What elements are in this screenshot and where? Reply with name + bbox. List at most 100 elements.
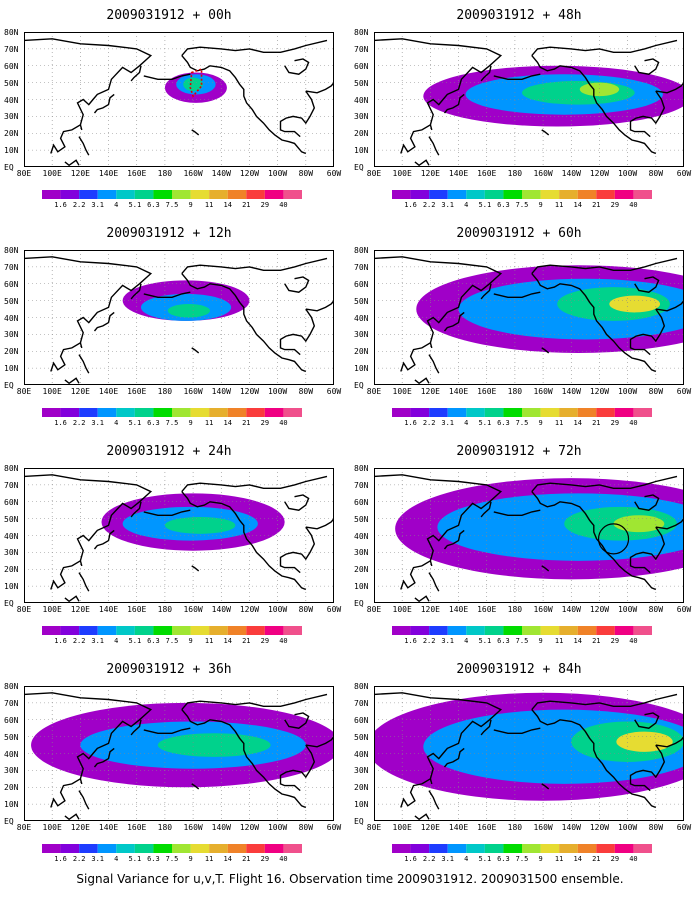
lon-tick-label: 140W xyxy=(561,169,581,178)
colorbar xyxy=(42,844,302,853)
lat-tick-label: 20N xyxy=(4,129,19,139)
coastline xyxy=(143,727,191,734)
colorbar-swatch xyxy=(97,190,117,199)
lat-tick-label: EQ xyxy=(4,599,14,608)
lat-tick-label: 70N xyxy=(354,44,369,54)
colorbar-swatch xyxy=(410,626,430,635)
coastline xyxy=(429,342,433,349)
colorbar-swatch xyxy=(264,844,284,853)
lat-tick-label: EQ xyxy=(354,381,364,390)
colorbar-swatch xyxy=(190,408,210,417)
colorbar-swatch xyxy=(116,408,135,417)
lon-tick-label: 80E xyxy=(16,823,32,832)
coastline xyxy=(531,55,657,155)
lat-tick-label: 30N xyxy=(354,766,369,776)
coastline xyxy=(443,93,465,114)
lon-tick-label: 160W xyxy=(183,387,203,396)
coastlines xyxy=(374,256,684,385)
map-frame xyxy=(24,250,334,385)
coastline xyxy=(79,560,83,567)
lon-tick-label: 160W xyxy=(183,605,203,614)
lat-tick-label: 20N xyxy=(354,783,369,793)
coastline xyxy=(305,518,334,530)
colorbar-label: 2.2 xyxy=(422,419,436,427)
lat-tick-label: 30N xyxy=(354,330,369,340)
lon-tick-label: 120W xyxy=(589,605,610,614)
lat-tick-label: 40N xyxy=(354,95,369,105)
variance-field xyxy=(122,280,250,321)
map-panel: 2009031912 + 24h 80N 70N 60N 50N 40N 30N 20N 10N… xyxy=(4,444,341,660)
coastline xyxy=(181,693,328,711)
lat-tick-label: 30N xyxy=(4,112,19,122)
colorbar-label: 40 xyxy=(629,419,638,427)
variance-contour xyxy=(157,733,271,757)
coastlines xyxy=(374,474,684,603)
colorbar-label: 7.5 xyxy=(515,637,529,645)
variance-contour xyxy=(521,80,635,105)
colorbar-swatch xyxy=(97,626,117,635)
coastline xyxy=(414,377,430,385)
coastline xyxy=(443,311,465,332)
lat-tick-label: 50N xyxy=(4,514,19,524)
lon-tick-label: 140E xyxy=(98,169,119,178)
lon-tick-label: 80E xyxy=(366,387,382,396)
colorbar-swatch xyxy=(227,626,247,635)
lat-tick-label: 80N xyxy=(354,246,369,255)
variance-contour xyxy=(609,295,661,313)
colorbar-label: 1.6 xyxy=(404,419,417,427)
lon-tick-label: 160E xyxy=(127,605,147,614)
coastline xyxy=(143,291,191,298)
colorbar-swatch xyxy=(503,626,522,635)
coastline xyxy=(284,276,310,293)
colorbar-swatch xyxy=(79,626,98,635)
lon-tick-label: 100E xyxy=(392,169,412,178)
colorbar-label: 4 xyxy=(464,637,469,645)
colorbar-label: 14 xyxy=(223,637,232,645)
lon-tick-label: 180 xyxy=(507,169,523,178)
lon-tick-label: 80E xyxy=(366,823,382,832)
colorbar-swatch xyxy=(264,190,284,199)
colorbar-label: 21 xyxy=(592,637,601,645)
coastline xyxy=(629,90,666,138)
coastline xyxy=(493,727,541,734)
colorbar-label: 21 xyxy=(242,201,251,209)
map-frame xyxy=(24,686,334,821)
colorbar-swatch xyxy=(503,408,522,417)
colorbar-label: 29 xyxy=(610,637,620,645)
colorbar-swatch xyxy=(209,190,228,199)
lon-tick-label: 100E xyxy=(42,387,62,396)
lat-tick-label: 30N xyxy=(4,330,19,340)
coastline xyxy=(64,159,80,167)
colorbar-label: 6.3 xyxy=(147,855,160,863)
map-plot xyxy=(24,32,334,167)
lat-tick-label: 40N xyxy=(4,95,19,105)
colorbar-label: 11 xyxy=(554,201,564,209)
lat-tick-label: 50N xyxy=(4,78,19,88)
map-plot xyxy=(374,468,684,603)
colorbar-label: 2.2 xyxy=(72,419,86,427)
gridlines xyxy=(374,468,684,603)
colorbar-label: 7.5 xyxy=(515,419,529,427)
colorbar-swatch xyxy=(410,190,430,199)
colorbar-label: 2.2 xyxy=(422,855,436,863)
colorbar-swatch xyxy=(134,844,154,853)
colorbar-swatch xyxy=(283,844,302,853)
lat-tick-label: EQ xyxy=(354,163,364,172)
lon-tick-label: 160E xyxy=(477,605,497,614)
colorbar-swatch xyxy=(116,844,135,853)
colorbar xyxy=(42,408,302,417)
coastline xyxy=(480,501,492,518)
coastline xyxy=(305,82,334,94)
lon-tick-label: 100W xyxy=(267,823,288,832)
coastline xyxy=(480,719,492,736)
coastlines xyxy=(374,692,684,821)
lon-tick-label: 80W xyxy=(648,169,664,178)
coastlines xyxy=(24,692,334,821)
lon-tick-label: 100W xyxy=(617,605,638,614)
coastline xyxy=(78,354,90,374)
coastline xyxy=(78,790,90,810)
colorbar-label: 5.1 xyxy=(128,855,142,863)
colorbar-swatch xyxy=(42,844,61,853)
lat-tick-label: 20N xyxy=(354,565,369,575)
colorbar-swatch xyxy=(172,626,191,635)
